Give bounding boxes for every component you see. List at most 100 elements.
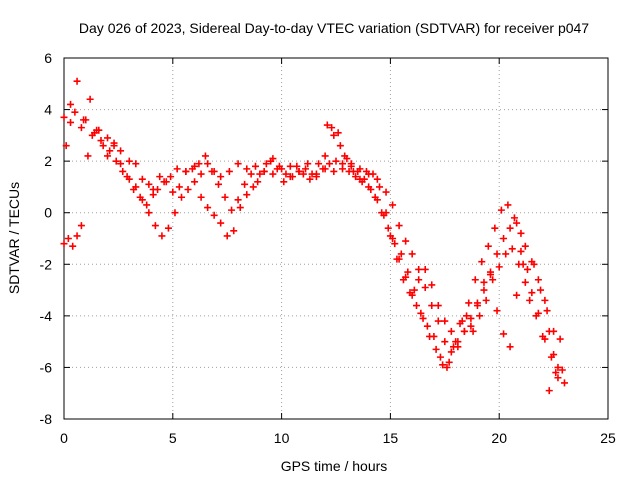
data-point: [384, 224, 392, 232]
y-tick-label: 2: [44, 153, 52, 169]
data-point: [241, 180, 249, 188]
data-point: [460, 327, 468, 335]
data-point: [251, 162, 259, 170]
data-point: [332, 157, 340, 165]
data-point: [112, 157, 120, 165]
data-point: [138, 175, 146, 183]
data-point: [497, 206, 505, 214]
data-point: [417, 309, 425, 317]
data-point: [521, 242, 529, 250]
data-point: [169, 188, 177, 196]
data-point: [413, 302, 421, 310]
data-point: [123, 173, 131, 181]
data-point: [106, 147, 114, 155]
data-point: [450, 343, 458, 351]
data-point: [473, 299, 481, 307]
data-point: [204, 204, 212, 212]
data-point: [443, 363, 451, 371]
data-point: [482, 296, 490, 304]
y-tick-labels: -8 -6 -4 -2 0 2 4 6: [40, 50, 53, 427]
data-point: [225, 167, 233, 175]
data-point: [478, 258, 486, 266]
data-point: [428, 302, 436, 310]
data-point: [480, 278, 488, 286]
data-point: [382, 209, 390, 217]
data-point: [125, 157, 133, 165]
data-point: [537, 286, 545, 294]
data-point: [552, 369, 560, 377]
data-point: [532, 312, 540, 320]
data-point: [371, 193, 379, 201]
data-point: [73, 77, 81, 85]
data-point: [97, 137, 105, 145]
data-point: [408, 250, 416, 258]
data-point: [349, 167, 357, 175]
data-point: [145, 209, 153, 217]
data-point: [247, 170, 255, 178]
data-point: [560, 379, 568, 387]
data-point: [175, 183, 183, 191]
data-point: [389, 201, 397, 209]
data-point: [197, 193, 205, 201]
data-point: [299, 170, 307, 178]
data-point: [526, 296, 534, 304]
data-point: [293, 162, 301, 170]
data-point: [195, 160, 203, 168]
data-point: [439, 361, 447, 369]
data-point: [330, 167, 338, 175]
data-point: [234, 196, 242, 204]
data-point: [513, 291, 521, 299]
data-point: [117, 147, 125, 155]
data-point: [228, 206, 236, 214]
data-point: [447, 327, 455, 335]
data-point: [430, 332, 438, 340]
data-point: [521, 278, 529, 286]
data-point: [382, 188, 390, 196]
plot-border: [63, 57, 609, 420]
data-point: [249, 183, 257, 191]
data-point: [513, 219, 521, 227]
data-point: [362, 167, 370, 175]
data-point: [90, 129, 98, 137]
data-point: [67, 100, 75, 108]
data-point: [273, 165, 281, 173]
data-point: [434, 302, 442, 310]
y-axis-label: SDTVAR / TECUs: [6, 182, 22, 294]
data-point: [554, 374, 562, 382]
data-point: [558, 366, 566, 374]
data-point: [510, 214, 518, 222]
data-point: [469, 327, 477, 335]
data-point: [545, 387, 553, 395]
data-point: [530, 260, 538, 268]
data-point: [410, 286, 418, 294]
data-point: [234, 160, 242, 168]
x-tick-label: 15: [383, 430, 399, 446]
data-point: [543, 307, 551, 315]
data-point: [493, 250, 501, 258]
data-point: [64, 235, 72, 242]
data-point: [534, 276, 542, 284]
data-point: [197, 170, 205, 178]
data-point: [223, 232, 231, 240]
data-point: [415, 265, 423, 273]
data-point: [282, 170, 290, 178]
y-tick-label: -8: [40, 411, 53, 427]
data-point: [182, 167, 190, 175]
grid-lines: [64, 58, 608, 419]
data-point: [441, 317, 449, 325]
data-point: [158, 232, 166, 240]
data-point: [302, 165, 310, 173]
data-point: [184, 186, 192, 194]
data-point: [167, 173, 175, 181]
series-track-4: [323, 121, 560, 395]
data-point: [60, 240, 68, 248]
data-point: [517, 247, 525, 255]
data-point: [356, 175, 364, 183]
data-point: [528, 289, 536, 297]
data-point: [323, 121, 331, 129]
data-point: [306, 175, 314, 183]
data-point: [554, 363, 562, 371]
data-point: [254, 178, 262, 186]
data-point: [391, 240, 399, 248]
